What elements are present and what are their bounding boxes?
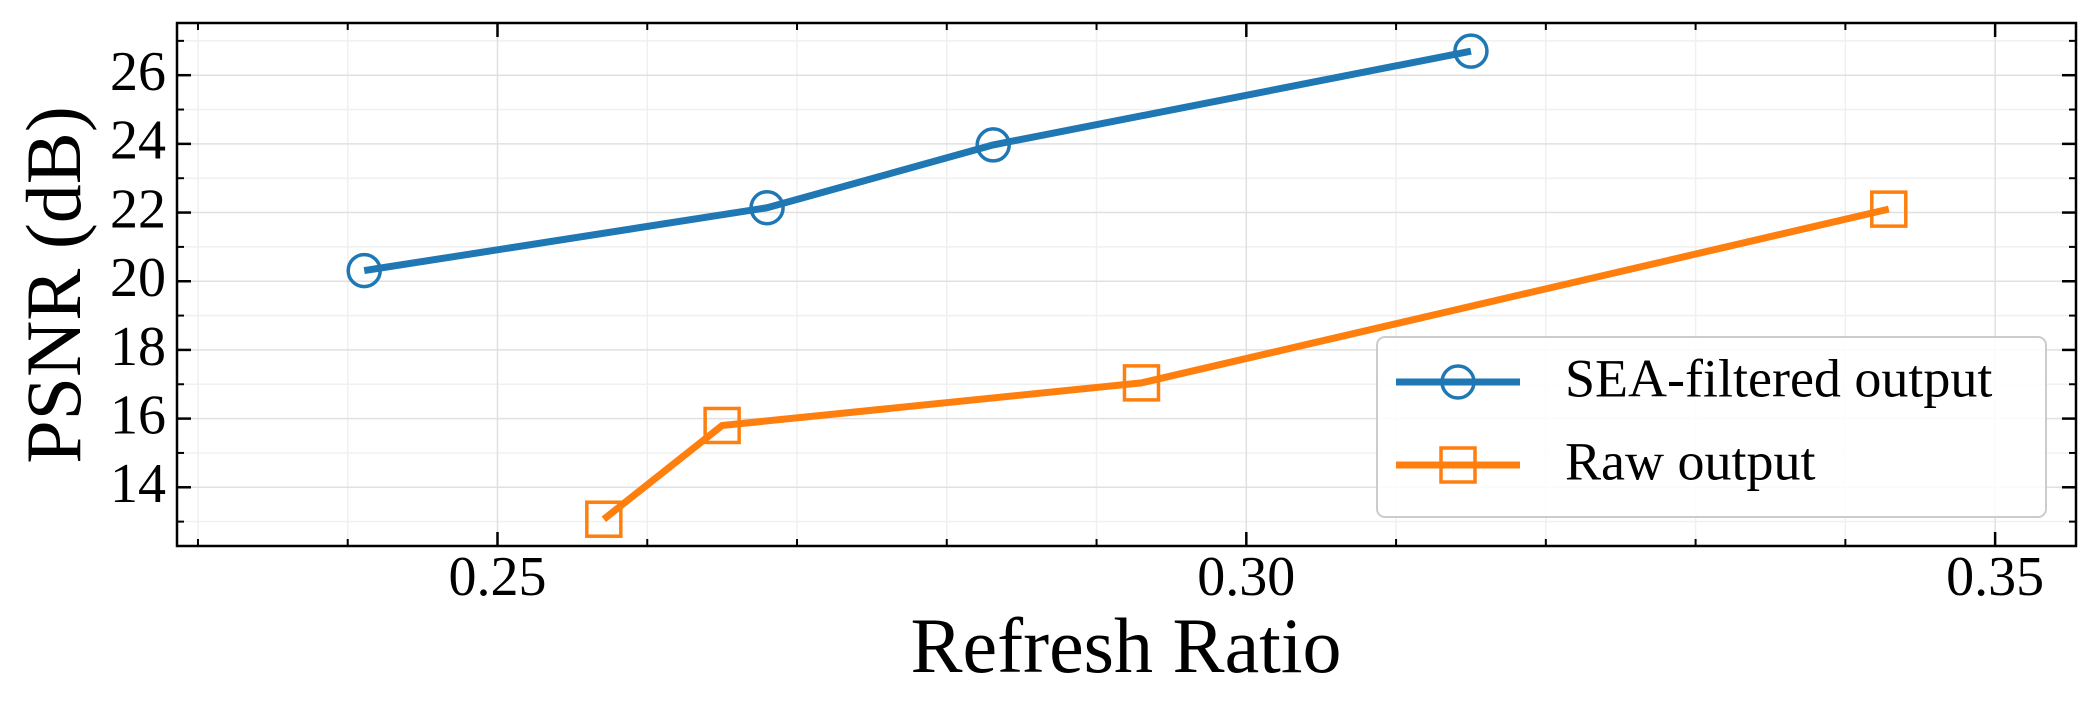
y-tick-label: 22 bbox=[110, 178, 166, 240]
x-axis-label: Refresh Ratio bbox=[910, 602, 1341, 689]
x-tick-label: 0.35 bbox=[1946, 546, 2044, 608]
marker bbox=[585, 500, 623, 538]
x-tick-label: 0.30 bbox=[1197, 546, 1295, 608]
plot-frame bbox=[175, 21, 2078, 548]
legend-label: Raw output bbox=[1565, 431, 1816, 491]
series-line bbox=[601, 205, 1890, 522]
legend: SEA-filtered output Raw output bbox=[1376, 336, 2047, 518]
marker bbox=[346, 252, 382, 289]
marker bbox=[1870, 190, 1908, 228]
marker bbox=[703, 406, 741, 445]
legend-marker bbox=[1439, 446, 1477, 484]
marker bbox=[1122, 364, 1161, 402]
y-tick-label: 20 bbox=[110, 247, 166, 309]
marker bbox=[749, 189, 785, 226]
marker bbox=[1453, 33, 1489, 69]
y-axis-label: PSNR (dB) bbox=[10, 106, 97, 464]
y-tick-label: 14 bbox=[110, 453, 166, 515]
series bbox=[346, 33, 1489, 289]
y-tick-label: 26 bbox=[110, 41, 166, 103]
y-tick-label: 16 bbox=[110, 384, 166, 446]
marker bbox=[975, 127, 1011, 163]
series bbox=[585, 190, 1908, 538]
legend-label: SEA-filtered output bbox=[1565, 348, 1992, 408]
legend-frame bbox=[1376, 336, 2047, 518]
series-line bbox=[363, 47, 1472, 275]
y-tick-label: 18 bbox=[110, 316, 166, 378]
x-tick-label: 0.25 bbox=[448, 546, 546, 608]
legend-marker bbox=[1440, 364, 1476, 400]
y-tick-label: 24 bbox=[110, 110, 166, 172]
